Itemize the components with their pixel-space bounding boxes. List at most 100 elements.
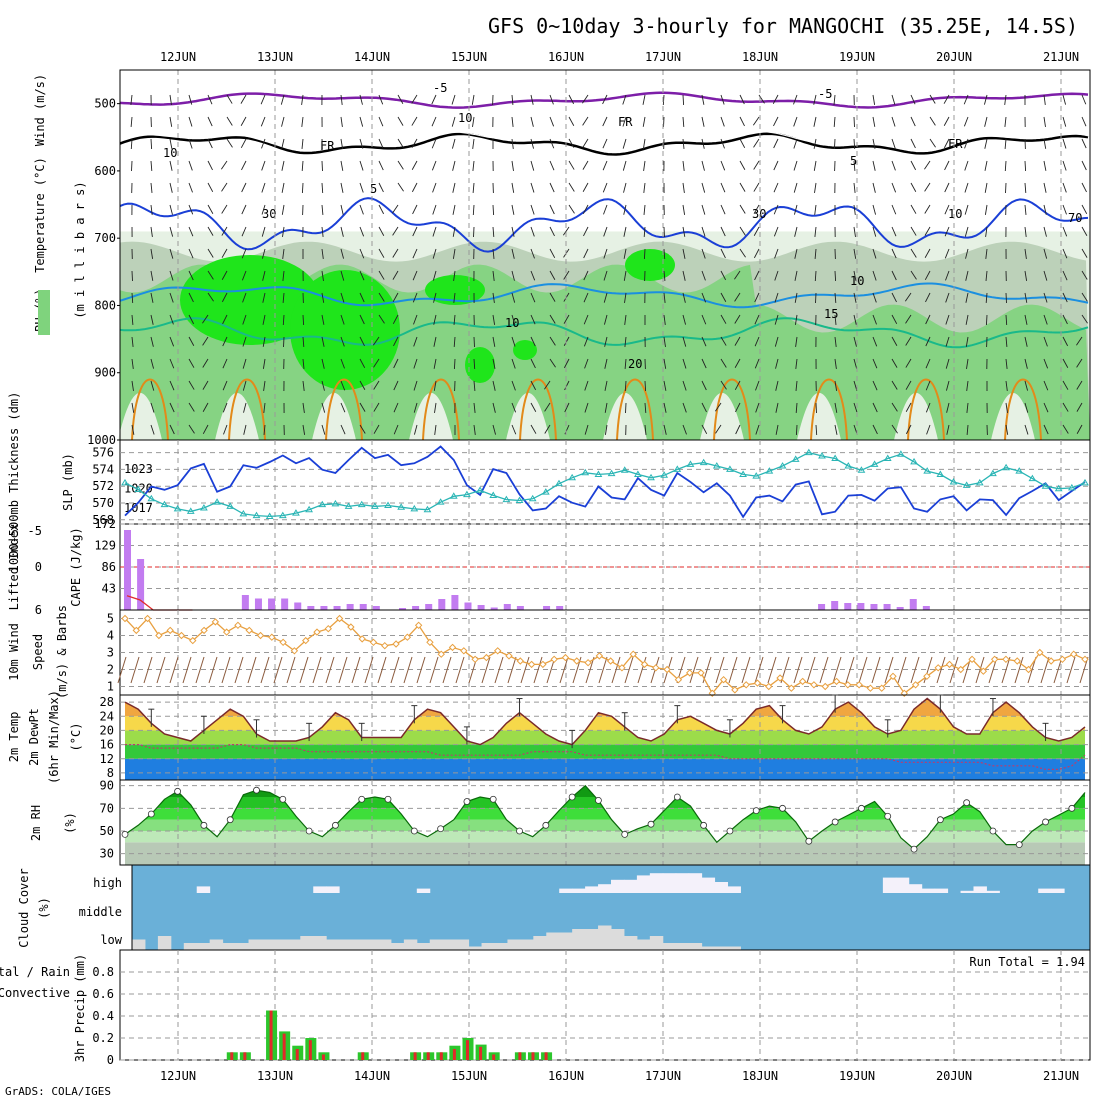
wind-barb (623, 248, 627, 259)
wind-barb (583, 226, 589, 237)
high-cloud-bar (326, 886, 340, 893)
wind-barb (359, 292, 365, 303)
wind-barb (131, 336, 134, 347)
wind-barb (795, 358, 798, 369)
wind-barb (222, 380, 228, 391)
wind-barb (321, 270, 324, 281)
wind-barb (150, 226, 153, 237)
wind-barb (530, 336, 536, 347)
contour-label: 70 (1068, 211, 1082, 225)
wind-barb (1043, 182, 1047, 193)
wind-barb (1062, 138, 1067, 149)
thickness-marker (423, 505, 432, 513)
wind-barb (340, 402, 346, 413)
wind-barb (241, 204, 247, 215)
wind-tick: 5 (107, 612, 114, 626)
thickness-marker (1054, 484, 1063, 492)
surface-wind-barb (494, 656, 504, 684)
wind-speed-marker (1081, 655, 1089, 664)
wind-speed-marker (968, 655, 976, 664)
wind-barb (511, 270, 515, 281)
contour-20-loop (519, 378, 557, 441)
wind-barb (511, 248, 515, 259)
surface-wind-barb (117, 656, 127, 684)
wind-barb (643, 160, 646, 171)
high-cloud-bar (585, 886, 599, 893)
wind-barb (412, 270, 418, 281)
wind-barb (891, 270, 897, 281)
wind-barb (242, 292, 247, 303)
rh2m-marker (805, 837, 813, 845)
rh-legend-swatch (38, 290, 50, 335)
wind-barb (663, 424, 667, 435)
rh2m-marker (253, 786, 260, 794)
low-cloud-bar (261, 939, 275, 950)
wind-barb (891, 160, 896, 171)
wind-barb (207, 292, 214, 302)
wind-barb (642, 94, 646, 105)
wind-barb (549, 138, 555, 149)
wind-barb (262, 292, 266, 303)
rh2m-marker (489, 795, 497, 803)
cape-bar (909, 599, 917, 610)
wind-speed-marker (245, 626, 253, 635)
wind-speed-marker (403, 633, 412, 641)
wind-barb (1043, 270, 1048, 281)
cape-tick: 43 (102, 582, 116, 596)
contour-label: 10 (505, 316, 519, 330)
rh-tick: 30 (100, 847, 114, 861)
wind-barb (965, 292, 969, 303)
wind-barb (1062, 380, 1069, 390)
surface-wind-barb (598, 656, 608, 684)
low-cloud-bar (649, 936, 664, 950)
top-day-label: 12JUN (160, 50, 196, 64)
wind-barb (853, 138, 856, 150)
wind-barb (795, 336, 798, 347)
wind-barb (682, 292, 686, 303)
bottom-day-label: 20JUN (936, 1069, 972, 1083)
precip-convective-bar (243, 1052, 247, 1060)
wind-speed-marker (143, 614, 152, 623)
wind-barb (1043, 358, 1049, 369)
wind-barb (753, 204, 760, 214)
wind-barb (549, 248, 556, 259)
wind-barb (910, 226, 917, 236)
wind-barb (530, 314, 536, 325)
wind-barb (924, 226, 931, 236)
surface-wind-barb (1040, 656, 1050, 684)
precip-frame (119, 949, 1091, 1061)
wind-barb (492, 292, 495, 303)
wind-barb (720, 270, 727, 281)
pressure-tick: 900 (94, 366, 116, 380)
contour-20-loop (1004, 378, 1042, 441)
wind-barb (774, 248, 779, 259)
wind-barb (530, 424, 537, 434)
bottom-day-label: 14JUN (354, 1069, 390, 1083)
bottom-day-label: 15JUN (451, 1069, 487, 1083)
wind-barb (1076, 336, 1083, 346)
wind-barb (169, 402, 175, 413)
wind-barb (321, 380, 325, 391)
wind-barb (945, 314, 950, 325)
wind-barb (411, 138, 418, 148)
temp-tick: 20 (100, 723, 114, 737)
thickness-marker (594, 470, 603, 477)
rh2m-marker (726, 827, 734, 835)
low-cloud-bar (313, 936, 327, 950)
wind-barb (872, 358, 878, 369)
wind-barb (372, 336, 380, 346)
cloud-unit-label: (%) (37, 897, 51, 919)
bottom-day-label: 13JUN (257, 1069, 293, 1083)
wind-barb (603, 248, 608, 259)
wind-barb (754, 314, 760, 325)
high-cloud-bar (196, 886, 211, 893)
low-cloud-bar (688, 943, 703, 950)
wind-barb (924, 248, 931, 258)
surface-wind-barb (533, 656, 543, 684)
thickness-marker (686, 460, 695, 467)
wind-barb (434, 402, 437, 413)
wind-barb (530, 94, 534, 105)
wind-barb (321, 204, 324, 215)
footer-credit: GrADS: COLA/IGES (5, 1085, 111, 1098)
